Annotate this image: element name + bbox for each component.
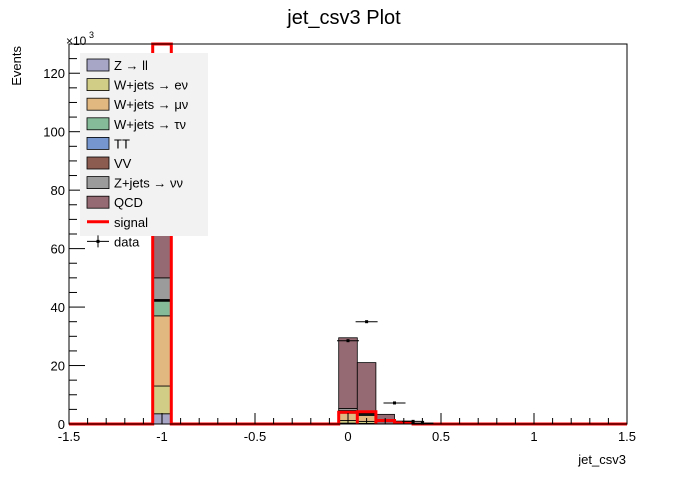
legend-label-9: data [114,234,140,249]
bar-6-0 [153,278,172,300]
legend-swatch-2 [87,98,109,110]
y-tick-label-4: 80 [51,183,65,198]
y-tick-label-2: 40 [51,300,65,315]
y-multiplier-exponent: 3 [89,30,94,40]
data-point-marker-3 [412,420,415,423]
legend-label-7: QCD [114,195,143,210]
legend-label-3: W+jets → τν [114,117,186,132]
legend-swatch-9 [97,240,100,243]
legend-swatch-1 [87,79,109,91]
data-point-marker-2 [393,401,396,404]
legend-entry-2: W+jets → μν [87,97,188,112]
y-tick-label-1: 20 [51,359,65,374]
y-tick-label-3: 60 [51,242,65,257]
chart-title: jet_csv3 Plot [286,7,401,29]
y-tick-label-0: 0 [58,417,65,432]
legend-entry-0: Z → ll [87,58,148,73]
x-tick-label-5: 1 [530,429,537,444]
legend-label-2: W+jets → μν [114,97,188,112]
legend-label-0: Z → ll [114,58,148,73]
y-multiplier-label: ×10 3 [66,30,94,48]
x-tick-label-6: 1.5 [618,429,636,444]
x-tick-label-2: -0.5 [244,429,266,444]
y-tick-label-5: 100 [43,125,65,140]
legend-entry-1: W+jets → eν [87,78,188,93]
x-tick-label-3: 0 [344,429,351,444]
bar-7-1 [339,338,358,409]
legend-swatch-7 [87,196,109,208]
legend-entry-7: QCD [87,195,143,210]
legend-entry-5: VV [87,156,132,171]
data-point-marker-0 [347,339,350,342]
legend-swatch-5 [87,157,109,169]
legend-swatch-4 [87,137,109,149]
x-tick-label-1: -1 [156,429,168,444]
legend-label-1: W+jets → eν [114,78,188,93]
legend-label-6: Z+jets → νν [114,176,183,191]
legend-entry-9: data [87,234,140,249]
data-point-1 [356,320,378,323]
y-tick-label-6: 120 [43,66,65,81]
legend-label-5: VV [114,156,132,171]
data-point-2 [384,401,406,404]
bar-3-0 [153,301,172,316]
legend-swatch-0 [87,59,109,71]
legend-label-4: TT [114,136,130,151]
legend-swatch-6 [87,177,109,189]
x-axis-label: jet_csv3 [577,452,626,467]
x-tick-label-4: 0.5 [432,429,450,444]
bar-2-0 [153,316,172,386]
legend-swatch-3 [87,118,109,130]
y-axis-label: Events [9,46,24,86]
bar-1-0 [153,386,172,414]
legend-entry-6: Z+jets → νν [87,176,183,191]
legend-entry-3: W+jets → τν [87,117,186,132]
legend-label-8: signal [114,215,148,230]
legend: Z → ll W+jets → eν W+jets → μν W+jets → τν T… [80,53,208,249]
data-point-marker-1 [365,320,368,323]
legend-entry-4: TT [87,136,130,151]
bar-7-2 [357,363,376,412]
